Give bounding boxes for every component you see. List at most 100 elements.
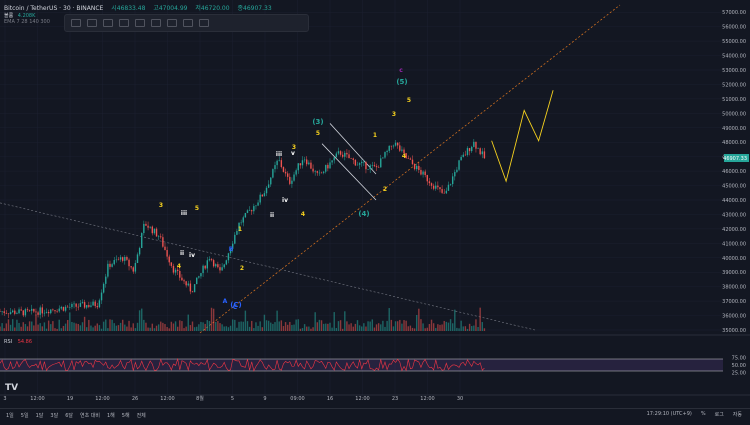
candle (24, 309, 27, 316)
auto-toggle[interactable]: 자동 (732, 412, 742, 418)
range-5d[interactable]: 5일 (20, 412, 29, 419)
candle (320, 172, 323, 174)
candle (363, 161, 365, 163)
symbol-name[interactable]: Bitcoin / TetherUS (4, 5, 58, 12)
candle (176, 269, 179, 271)
candle (432, 185, 435, 189)
candle (162, 237, 164, 247)
drawing-toolbar[interactable] (64, 14, 309, 32)
candle (426, 175, 428, 182)
price-tick: 35000.00 (722, 328, 746, 334)
volume-bar (312, 327, 314, 331)
volume-bar (153, 328, 156, 331)
price-tick: 40000.00 (722, 256, 746, 262)
range-1y[interactable]: 1해 (106, 412, 115, 419)
range-5y[interactable]: 5해 (121, 412, 130, 419)
candle (352, 158, 354, 160)
price-tick: 44000.00 (722, 198, 746, 204)
volume-bar (322, 323, 325, 331)
volume-bar (121, 319, 124, 331)
candle (329, 162, 331, 169)
candle (191, 291, 194, 293)
volume-bar (141, 308, 143, 331)
candle (157, 236, 160, 237)
volume-bar (242, 321, 244, 331)
text-icon[interactable] (103, 19, 113, 27)
candle (282, 167, 285, 172)
volume-bar (130, 327, 132, 331)
candle (322, 171, 325, 173)
volume-bar (31, 321, 33, 331)
candle (420, 169, 422, 175)
candle (166, 250, 168, 257)
range-1d[interactable]: 1일 (6, 412, 14, 419)
rsi-legend[interactable]: RSI 54.86 (4, 339, 32, 345)
volume-bar (363, 323, 365, 331)
volume-bar (399, 319, 401, 331)
color-icon[interactable] (119, 19, 129, 27)
brush-icon[interactable] (87, 19, 97, 27)
more-icon[interactable] (199, 19, 209, 27)
wave-label: 5 (407, 97, 411, 104)
tradingview-logo-icon[interactable]: TV (5, 383, 19, 393)
range-ytd[interactable]: 연초 대비 (79, 412, 100, 419)
candle (94, 301, 96, 307)
volume-bar (238, 321, 240, 331)
candle (306, 159, 308, 165)
range-3m[interactable]: 3달 (50, 412, 59, 419)
candle (373, 165, 376, 167)
candle (477, 148, 479, 149)
volume-bar (341, 328, 344, 331)
ema-legend[interactable]: EMA 7 28 140 300 (4, 19, 50, 25)
candle (449, 184, 452, 185)
volume-bar (306, 326, 308, 331)
settings-icon[interactable] (151, 19, 161, 27)
wave-label: 5 (316, 130, 320, 137)
candle (69, 307, 71, 308)
volume-bar (196, 326, 198, 331)
wave-label: 4 (177, 263, 181, 270)
percent-toggle[interactable]: % (700, 411, 706, 417)
lock-icon[interactable] (167, 19, 177, 27)
candle (274, 165, 276, 170)
clock[interactable]: 17:29:10 (UTC+9) (646, 411, 692, 417)
log-toggle[interactable]: 로그 (714, 412, 724, 418)
volume-bar (83, 316, 86, 331)
candle (348, 154, 350, 159)
volume-bar (151, 323, 154, 331)
candle (411, 159, 414, 165)
price-tick: 51000.00 (722, 97, 746, 103)
wave-label: (5) (396, 78, 407, 86)
wave-label: 1 (238, 226, 242, 233)
candle (354, 159, 357, 166)
volume-bar (475, 319, 477, 331)
candle (314, 171, 316, 172)
candle (257, 202, 259, 206)
candle (255, 205, 257, 207)
volume-bar (183, 328, 185, 331)
volume-bar (219, 323, 221, 331)
rsi-line (0, 357, 485, 372)
wave-label: ii (180, 250, 184, 257)
time-tick: 30 (457, 396, 463, 402)
candle (451, 176, 454, 185)
range-1m[interactable]: 1달 (35, 412, 44, 419)
candle (460, 156, 462, 161)
volume-bar (310, 328, 312, 331)
candle (33, 308, 35, 312)
range-6m[interactable]: 6달 (65, 412, 73, 419)
volume-bar (7, 319, 10, 331)
volume-bar (45, 328, 48, 331)
range-all[interactable]: 전체 (136, 412, 146, 419)
trash-icon[interactable] (183, 19, 193, 27)
volume-bar (284, 322, 287, 331)
volume-legend[interactable]: 볼륨 4.208K (4, 12, 35, 19)
price-tick: 50000.00 (722, 111, 746, 117)
volume-bar (352, 326, 354, 331)
drag-handle-icon[interactable] (71, 19, 81, 27)
line-width-icon[interactable] (135, 19, 145, 27)
time-tick: 26 (132, 396, 138, 402)
interval-label[interactable]: 30 (63, 5, 71, 12)
